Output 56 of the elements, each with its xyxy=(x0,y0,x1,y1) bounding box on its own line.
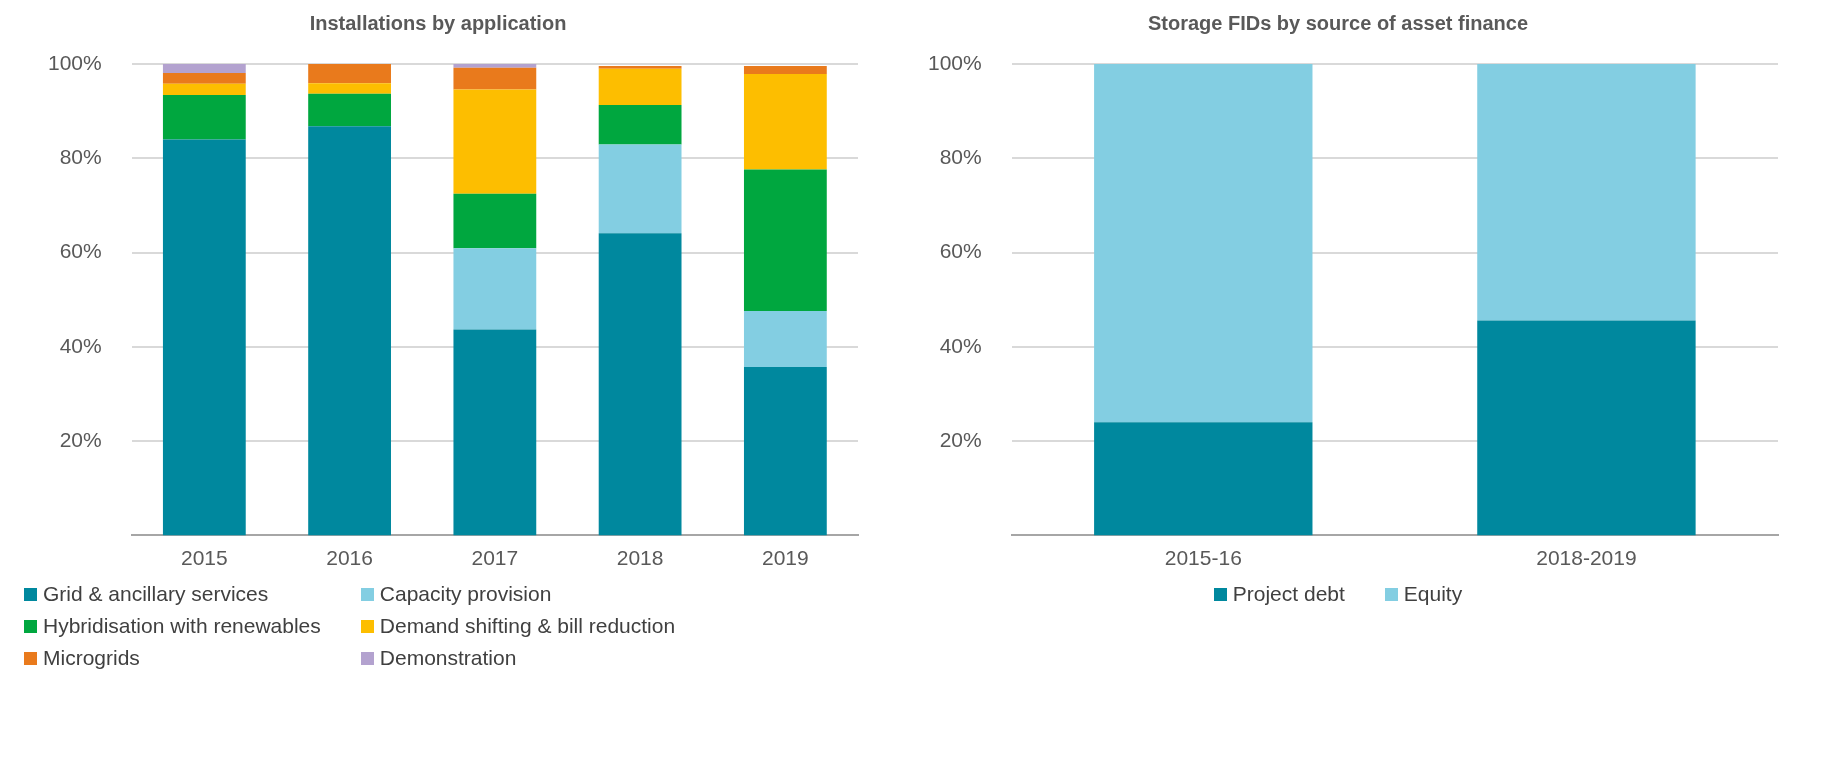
bar xyxy=(743,367,827,536)
x-tick-label: 2016 xyxy=(326,545,373,569)
bar xyxy=(162,64,246,73)
bar xyxy=(453,89,537,194)
chart-title: Storage FIDs by source of asset finance xyxy=(1147,11,1529,34)
bar xyxy=(598,105,682,145)
legend-label: Demonstration xyxy=(379,646,517,670)
bar xyxy=(1094,64,1313,423)
legend-label: Hybridisation with renewables xyxy=(43,614,321,638)
x-tick-label: 2015-16 xyxy=(1164,545,1242,569)
legend-label: Grid & ancillary services xyxy=(43,582,269,606)
bar xyxy=(453,329,537,536)
bar xyxy=(453,193,537,249)
bar xyxy=(743,65,827,74)
legend-label: Capacity provision xyxy=(379,582,552,606)
chart-title: Installations by application xyxy=(309,11,567,34)
y-tick-label: 20% xyxy=(59,427,102,451)
y-tick-label: 100% xyxy=(927,50,982,74)
legend-label: Project debt xyxy=(1232,582,1345,606)
bar xyxy=(1477,320,1696,536)
bar xyxy=(453,67,537,90)
bar xyxy=(598,144,682,234)
x-tick-label: 2015 xyxy=(180,545,228,569)
bar xyxy=(743,311,827,368)
x-tick-label: 2018-2019 xyxy=(1536,545,1637,569)
x-tick-label: 2019 xyxy=(762,545,809,569)
x-tick-label: 2017 xyxy=(471,545,519,569)
bar xyxy=(308,64,391,84)
y-tick-label: 80% xyxy=(59,145,102,169)
bar xyxy=(453,64,537,68)
bar xyxy=(598,65,682,69)
y-tick-label: 20% xyxy=(939,427,982,451)
y-tick-label: 40% xyxy=(939,333,982,357)
y-tick-label: 80% xyxy=(939,145,982,169)
bar xyxy=(308,83,391,94)
bar xyxy=(598,233,682,536)
x-tick-label: 2018 xyxy=(616,545,664,569)
legend-label: Equity xyxy=(1403,582,1463,606)
bar xyxy=(162,72,246,84)
y-tick-label: 100% xyxy=(47,50,102,74)
bar xyxy=(453,248,537,330)
bar xyxy=(1094,422,1313,536)
bar xyxy=(598,68,682,106)
y-tick-label: 60% xyxy=(939,239,982,263)
legend-label: Demand shifting & bill reduction xyxy=(379,614,676,638)
legend-label: Microgrids xyxy=(43,646,140,670)
y-tick-label: 60% xyxy=(59,239,102,263)
bar xyxy=(743,169,827,312)
bar xyxy=(308,93,391,127)
bar xyxy=(743,73,827,170)
bar xyxy=(162,139,246,536)
y-tick-label: 40% xyxy=(59,333,102,357)
bar xyxy=(1477,64,1696,321)
bar xyxy=(308,126,391,536)
bar xyxy=(162,95,246,140)
bar xyxy=(162,83,246,96)
